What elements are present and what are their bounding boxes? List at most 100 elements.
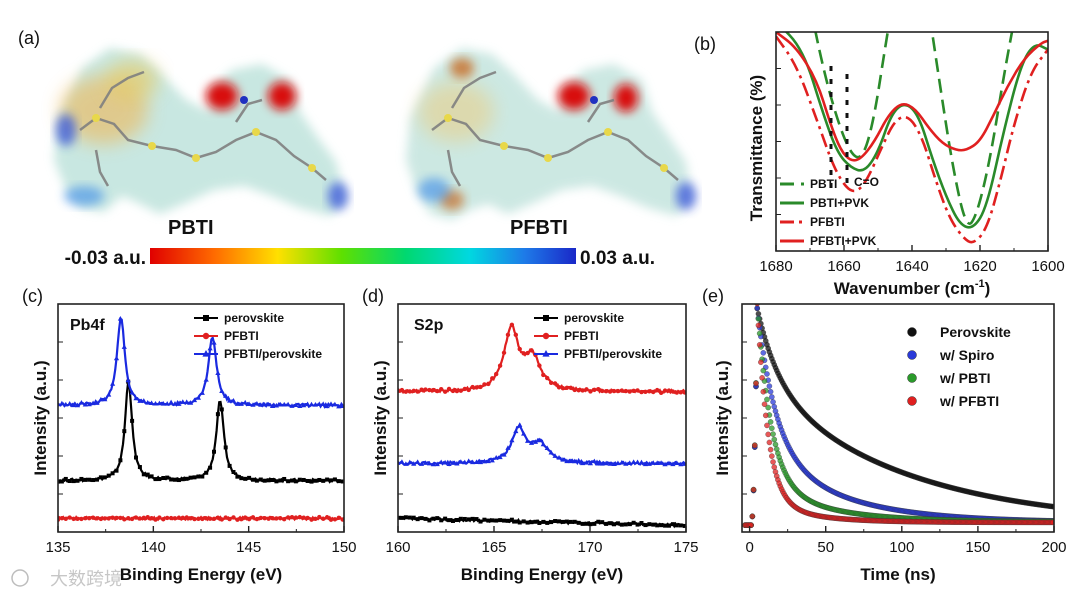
d-point-pfbti: [462, 386, 467, 392]
pfbti-sulfur-atoms: [444, 114, 668, 172]
c-point-perovskite: [176, 478, 181, 483]
c-point-pfbti-perovskite: [227, 398, 233, 403]
e-point-w-pfbti: [1050, 519, 1054, 526]
c-legend-marker: [203, 315, 209, 321]
d-point-pfbti-perovskite: [411, 461, 417, 466]
c-point-pfbti-perovskite: [98, 396, 104, 402]
panel-label-e: (e): [702, 286, 724, 306]
d-point-pfbti: [442, 389, 448, 394]
c-legend-marker: [202, 332, 210, 340]
c-point-pfbti-perovskite: [242, 399, 248, 405]
d-point-perovskite: [627, 522, 632, 527]
c-point-pfbti-perovskite: [230, 398, 237, 403]
d-point-perovskite: [427, 518, 432, 523]
e-point-w-spiro: [764, 371, 770, 377]
c-point-pfbti: [110, 515, 115, 520]
d-point-pfbti-perovskite: [631, 459, 637, 464]
c-point-pfbti-perovskite: [297, 403, 303, 409]
d-point-perovskite: [458, 516, 463, 521]
d-point-perovskite: [655, 523, 660, 528]
d-point-pfbti: [525, 350, 530, 356]
e-point-w-pbti: [756, 330, 763, 337]
c-xtick-label: 145: [236, 539, 261, 556]
d-point-pfbti-perovskite: [536, 437, 542, 443]
c-point-perovskite: [215, 412, 220, 417]
c-point-pfbti-perovskite: [94, 400, 100, 405]
d-point-perovskite: [584, 521, 589, 526]
d-point-pfbti: [619, 388, 625, 393]
d-point-pfbti-perovskite: [509, 437, 515, 443]
c-point-pfbti-perovskite: [188, 400, 194, 405]
d-point-pfbti-perovskite: [513, 428, 519, 434]
c-point-pfbti-perovskite: [137, 398, 143, 403]
c-point-pfbti: [340, 517, 344, 522]
d-point-perovskite: [600, 520, 605, 525]
c-point-perovskite: [297, 477, 302, 482]
b-legend-label: PFBTI+PVK: [810, 234, 877, 248]
pbti-negative-lobe-left: [206, 82, 238, 110]
d-point-pfbti: [419, 387, 424, 392]
d-point-pfbti-perovskite: [556, 454, 562, 460]
c-point-pfbti-perovskite: [164, 401, 170, 406]
d-xtick-label: 160: [385, 539, 410, 556]
d-point-pfbti-perovskite: [642, 461, 649, 467]
c-point-perovskite: [106, 473, 111, 478]
e-point-w-spiro: [766, 383, 773, 389]
c-point-perovskite: [282, 476, 287, 481]
e-xticks: 0 50 100 150 200: [742, 341, 1067, 556]
d-point-perovskite: [462, 516, 467, 521]
c-xlabel: Binding Energy (eV): [120, 565, 282, 584]
c-point-perovskite: [165, 475, 170, 480]
e-point-w-pfbti: [760, 388, 767, 395]
c-point-perovskite: [192, 475, 197, 480]
c-point-pfbti-perovskite: [199, 390, 205, 395]
d-point-perovskite: [588, 522, 593, 527]
pbti-label: PBTI: [168, 217, 214, 239]
colorbar: [150, 248, 576, 264]
d-point-pfbti: [537, 363, 542, 368]
c-point-pfbti: [204, 516, 209, 521]
d-point-perovskite: [663, 523, 668, 528]
e-point-w-pfbti: [759, 375, 765, 381]
e-point-w-pbti: [772, 441, 779, 448]
c-point-pfbti-perovskite: [90, 400, 96, 406]
d-point-perovskite: [474, 517, 479, 522]
e-point-w-pfbti: [749, 513, 756, 520]
d-legend-marker: [542, 332, 550, 340]
c-point-pfbti-perovskite: [71, 402, 77, 408]
d-point-perovskite: [612, 522, 616, 527]
c-point-pfbti: [293, 515, 299, 520]
d-legend-marker: [542, 350, 550, 357]
pbti-nitrogen-atom: [240, 96, 248, 104]
d-point-pfbti-perovskite: [418, 461, 425, 466]
watermark-text: 大数跨境: [50, 569, 122, 589]
b-co-marker: C=O: [829, 66, 879, 196]
d-xtick-label: 170: [577, 539, 602, 556]
d-point-pfbti: [682, 390, 686, 395]
c-point-pfbti: [192, 516, 197, 522]
d-point-pfbti-perovskite: [591, 458, 597, 464]
e-point-w-pfbti: [765, 431, 771, 438]
b-xtick-label: 1620: [963, 258, 996, 275]
c-point-pfbti: [87, 515, 92, 521]
c-point-pfbti: [239, 516, 244, 522]
c-point-pfbti-perovskite: [285, 401, 291, 407]
e-point-w-pbti: [770, 431, 776, 437]
d-point-perovskite: [647, 522, 652, 527]
d-point-pfbti: [655, 387, 660, 393]
c-point-pfbti-perovskite: [238, 401, 244, 406]
d-point-pfbti: [501, 350, 507, 355]
c-point-perovskite: [309, 479, 314, 484]
panel-a: (a) PBTI: [18, 28, 696, 269]
c-point-pfbti-perovskite: [305, 401, 311, 407]
d-point-perovskite: [439, 518, 444, 523]
c-point-pfbti: [297, 514, 302, 520]
c-point-pfbti-perovskite: [121, 344, 127, 349]
d-point-pfbti: [639, 389, 644, 395]
c-point-perovskite: [75, 478, 80, 483]
d-point-pfbti: [517, 346, 522, 352]
pfbti-fluorine-lobe: [450, 58, 474, 78]
e-legend-label: Perovskite: [940, 324, 1011, 340]
c-point-pfbti: [324, 515, 330, 520]
d-point-pfbti: [497, 363, 503, 368]
